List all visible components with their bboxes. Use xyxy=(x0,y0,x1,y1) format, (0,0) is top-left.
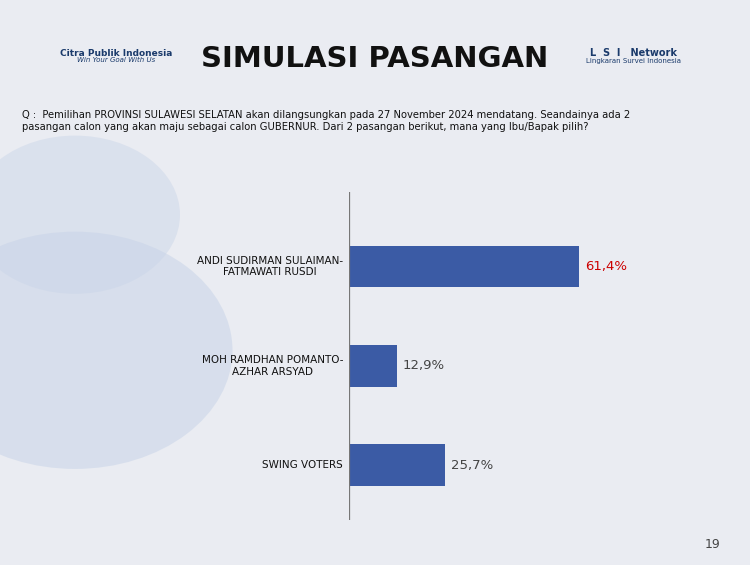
Text: Win Your Goal With Us: Win Your Goal With Us xyxy=(77,58,155,63)
Text: 61,4%: 61,4% xyxy=(585,260,627,273)
Text: L  S  I   Network: L S I Network xyxy=(590,48,677,58)
Bar xyxy=(349,345,398,386)
Text: MOH RAMDHAN POMANTO-
AZHAR ARSYAD: MOH RAMDHAN POMANTO- AZHAR ARSYAD xyxy=(202,355,343,377)
Text: ANDI SUDIRMAN SULAIMAN-
FATMAWATI RUSDI: ANDI SUDIRMAN SULAIMAN- FATMAWATI RUSDI xyxy=(197,256,343,277)
Bar xyxy=(349,246,579,288)
Text: Lingkaran Survei Indonesia: Lingkaran Survei Indonesia xyxy=(586,58,681,64)
Text: 25,7%: 25,7% xyxy=(451,459,493,472)
Text: Q :  Pemilihan PROVINSI SULAWESI SELATAN akan dilangsungkan pada 27 November 202: Q : Pemilihan PROVINSI SULAWESI SELATAN … xyxy=(22,110,631,132)
Text: 19: 19 xyxy=(704,538,720,551)
Text: 12,9%: 12,9% xyxy=(403,359,445,372)
Bar xyxy=(349,444,445,486)
Text: SIMULASI PASANGAN: SIMULASI PASANGAN xyxy=(201,45,548,73)
Text: SWING VOTERS: SWING VOTERS xyxy=(262,460,343,470)
Text: Citra Publik Indonesia: Citra Publik Indonesia xyxy=(60,49,172,58)
